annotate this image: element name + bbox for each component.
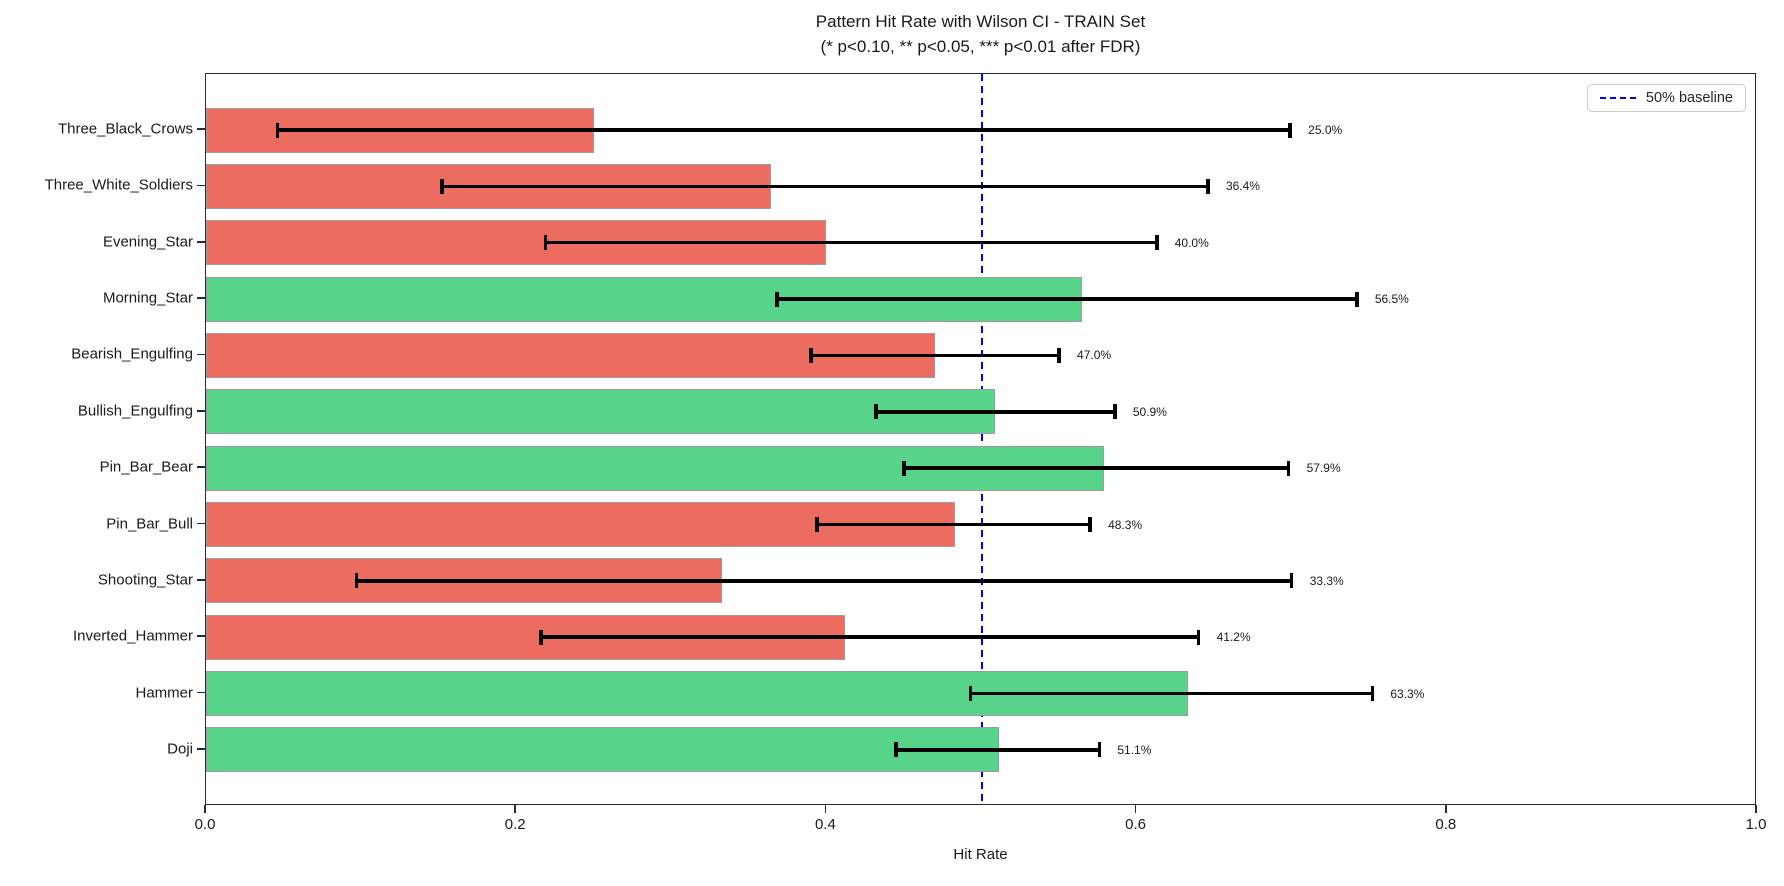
- y-tick-label: Shooting_Star: [97, 571, 193, 589]
- y-tick-mark: [197, 522, 205, 525]
- error-bar-cap-high: [1196, 629, 1201, 645]
- bar-value-label: 41.2%: [1216, 630, 1251, 645]
- bar-value-label: 40.0%: [1174, 235, 1209, 250]
- y-tick-label: Three_White_Soldiers: [44, 176, 193, 194]
- error-bar-cap-low: [968, 686, 973, 702]
- y-tick-label: Bullish_Engulfing: [77, 402, 193, 420]
- error-bar: [876, 410, 1115, 414]
- error-bar: [541, 635, 1199, 639]
- x-tick-label: 0.4: [814, 816, 836, 833]
- x-tick-mark: [1755, 805, 1757, 813]
- error-bar-cap-low: [874, 404, 878, 420]
- error-bar: [356, 579, 1292, 583]
- error-bar: [817, 522, 1091, 527]
- x-tick-mark: [514, 805, 516, 813]
- x-tick-mark: [824, 805, 827, 813]
- bar-value-label: 36.4%: [1225, 179, 1260, 194]
- error-bar: [810, 353, 1060, 358]
- error-bar-cap-low: [440, 178, 444, 194]
- y-tick-mark: [197, 353, 205, 356]
- bar-value-label: 63.3%: [1390, 686, 1425, 701]
- error-bar: [776, 297, 1357, 301]
- error-bar-cap-high: [1088, 517, 1092, 533]
- legend-label: 50% baseline: [1645, 90, 1733, 106]
- y-tick-label: Three_Black_Crows: [57, 120, 193, 138]
- chart-title: Pattern Hit Rate with Wilson CI - TRAIN …: [815, 12, 1146, 31]
- y-tick-mark: [197, 691, 205, 694]
- chart-title-block: Pattern Hit Rate with Wilson CI - TRAIN …: [205, 10, 1756, 59]
- error-bar-cap-low: [902, 460, 906, 476]
- y-tick-label: Bearish_Engulfing: [71, 345, 193, 363]
- bar-value-label: 33.3%: [1309, 573, 1344, 588]
- chart-subtitle: (* p<0.10, ** p<0.05, *** p<0.01 after F…: [820, 36, 1141, 56]
- y-tick-mark: [197, 410, 205, 412]
- y-tick-mark: [197, 748, 205, 750]
- error-bar: [277, 128, 1291, 132]
- baseline-50pct-line: [980, 74, 983, 804]
- error-bar-cap-low: [809, 347, 813, 363]
- x-tick-mark: [204, 805, 206, 813]
- error-bar-cap-high: [1355, 291, 1359, 307]
- error-bar: [903, 466, 1289, 470]
- error-bar-cap-high: [1286, 460, 1291, 476]
- y-tick-label: Evening_Star: [102, 233, 193, 251]
- y-tick-mark: [197, 579, 205, 581]
- y-tick-label: Doji: [167, 740, 193, 758]
- y-tick-label: Morning_Star: [102, 289, 193, 307]
- plot-area: 25.0% 36.4% 40.0% 56.5% 47.0% 50.9% 57.9% 48.3%…: [205, 73, 1756, 805]
- error-bar: [545, 240, 1157, 245]
- x-tick-label: 0.0: [194, 816, 216, 833]
- error-bar-cap-low: [894, 742, 898, 758]
- bar-value-label: 56.5%: [1374, 292, 1409, 307]
- x-tick-mark: [1134, 805, 1137, 813]
- error-bar: [441, 184, 1208, 189]
- error-bar-cap-high: [1370, 686, 1375, 702]
- bar-value-label: 50.9%: [1132, 404, 1167, 419]
- bar-value-label: 48.3%: [1108, 517, 1143, 532]
- error-bar-cap-low: [815, 517, 819, 533]
- error-bar: [970, 691, 1373, 696]
- error-bar-cap-high: [1289, 573, 1294, 589]
- error-bar-cap-low: [354, 573, 359, 589]
- x-tick-mark: [1445, 805, 1447, 813]
- error-bar-cap-high: [1113, 404, 1117, 420]
- x-tick-label: 0.6: [1125, 816, 1147, 833]
- error-bar-cap-low: [543, 235, 548, 251]
- error-bar-cap-low: [539, 629, 543, 645]
- error-bar-cap-high: [1097, 742, 1102, 758]
- bar-value-label: 51.1%: [1117, 742, 1152, 757]
- x-tick-label: 0.8: [1435, 816, 1457, 833]
- error-bar: [896, 748, 1100, 752]
- bar-value-label: 57.9%: [1306, 461, 1341, 476]
- error-bar-cap-low: [275, 122, 280, 138]
- error-bar-cap-high: [1206, 178, 1210, 194]
- x-tick-label: 0.2: [504, 816, 526, 833]
- error-bar-cap-high: [1057, 347, 1061, 363]
- y-tick-mark: [197, 128, 205, 130]
- y-tick-label: Hammer: [135, 684, 193, 702]
- y-tick-mark: [197, 635, 205, 638]
- bar-value-label: 47.0%: [1077, 348, 1112, 363]
- y-tick-label: Pin_Bar_Bull: [106, 515, 193, 533]
- y-tick-mark: [197, 184, 205, 187]
- bar-value-label: 25.0%: [1308, 123, 1343, 137]
- y-tick-mark: [197, 240, 205, 243]
- x-axis-title: Hit Rate: [953, 846, 1008, 863]
- legend: 50% baseline: [1586, 84, 1746, 112]
- error-bar-cap-high: [1155, 235, 1159, 251]
- y-tick-mark: [197, 297, 205, 299]
- y-tick-mark: [197, 466, 205, 468]
- y-tick-label: Inverted_Hammer: [72, 627, 193, 645]
- dashed-line-icon: [1599, 97, 1636, 99]
- error-bar-cap-low: [775, 291, 779, 307]
- error-bar-cap-high: [1288, 122, 1292, 138]
- y-tick-label: Pin_Bar_Bear: [99, 458, 193, 476]
- bar-doji: [206, 727, 999, 773]
- x-tick-label: 1.0: [1745, 816, 1767, 833]
